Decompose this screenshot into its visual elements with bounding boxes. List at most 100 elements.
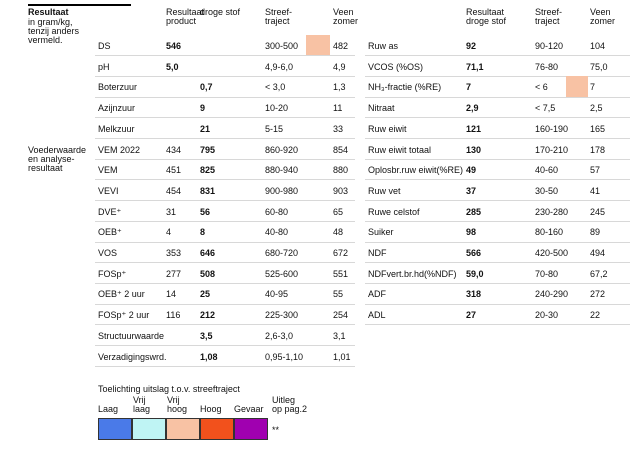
status-flag [566, 76, 588, 98]
target-range: 40-60 [535, 165, 559, 176]
row-divider [365, 179, 630, 181]
dry-matter-value: 121 [466, 123, 482, 134]
legend-swatch [98, 418, 132, 440]
row-divider [95, 324, 355, 326]
reference-value: 903 [333, 185, 349, 196]
target-range: < 6 [535, 82, 548, 93]
product-value: 116 [166, 310, 181, 321]
product-value: 434 [166, 144, 182, 155]
row-divider [365, 241, 630, 243]
row-label: DVE⁺ [98, 206, 122, 217]
target-range: 680-720 [265, 248, 299, 258]
legend-label: Hoog [200, 404, 222, 414]
target-range: 70-80 [535, 268, 559, 279]
target-range: < 3,0 [265, 82, 286, 93]
reference-value: 41 [590, 185, 601, 196]
product-value: 14 [166, 289, 177, 300]
row-label: Ruw vet [368, 185, 401, 196]
row-divider [95, 365, 355, 367]
row-divider [95, 262, 355, 264]
reference-value: 482 [333, 41, 349, 51]
reference-value: 254 [333, 310, 349, 321]
dry-matter-value: 566 [466, 248, 482, 258]
row-divider [95, 96, 355, 98]
target-range: 4,9-6,0 [265, 61, 294, 72]
legend-label: laag [133, 404, 151, 414]
dry-matter-value: 508 [200, 268, 216, 279]
product-value: 454 [166, 185, 182, 196]
row-divider [95, 158, 355, 160]
dry-matter-value: 49 [466, 165, 477, 176]
row-divider [95, 117, 355, 119]
dry-matter-value: 27 [466, 310, 477, 321]
header-title: Resultaat [28, 7, 69, 17]
row-label: DS [98, 41, 111, 51]
reference-value: 245 [590, 206, 606, 217]
target-range: 20-30 [535, 310, 559, 321]
dry-matter-value: 212 [200, 310, 216, 321]
row-divider [365, 262, 630, 264]
row-label: VEVI [98, 185, 119, 196]
target-range: 525-600 [265, 268, 299, 279]
reference-value: 880 [333, 165, 349, 176]
reference-value: 494 [590, 248, 606, 258]
row-divider [365, 158, 630, 160]
reference-value: 75,0 [590, 61, 608, 72]
row-divider [95, 179, 355, 181]
dry-matter-value: 0,7 [200, 82, 213, 93]
row-divider [365, 200, 630, 202]
row-divider [365, 324, 630, 326]
reference-value: 33 [333, 123, 344, 134]
dry-matter-value: 56 [200, 206, 211, 217]
dry-matter-value: 37 [466, 185, 477, 196]
column-header: zomer [590, 16, 616, 26]
header-subtitle: in gram/kg, [28, 17, 73, 27]
column-header: traject [265, 16, 290, 26]
target-range: 76-80 [535, 61, 559, 72]
column-header: product [166, 16, 197, 26]
row-divider [365, 303, 630, 305]
reference-value: 55 [333, 289, 344, 300]
dry-matter-value: 318 [466, 289, 482, 300]
row-label: OEB⁺ 2 uur [98, 289, 145, 300]
legend-title: Toelichting uitslag t.o.v. streeftraject [98, 384, 240, 394]
reference-value: 11 [333, 103, 343, 114]
target-range: 900-980 [265, 185, 299, 196]
row-label: NH₃-fractie (%RE) [368, 82, 442, 93]
row-label: Verzadigingswrd. [98, 351, 167, 362]
legend-label: Gevaar [234, 404, 264, 414]
row-label: Melkzuur [98, 123, 135, 134]
column-header: droge stof [200, 7, 241, 17]
row-label: OEB⁺ [98, 227, 122, 238]
header-subtitle: vermeld. [28, 35, 63, 45]
reference-value: 165 [590, 123, 606, 134]
target-range: 40-80 [265, 227, 289, 238]
row-divider [365, 96, 630, 98]
dry-matter-value: 646 [200, 248, 216, 258]
product-value: 277 [166, 268, 182, 279]
target-range: 40-95 [265, 289, 289, 300]
product-value: 451 [166, 165, 182, 176]
product-value: 353 [166, 248, 182, 258]
reference-value: 67,2 [590, 268, 608, 279]
row-label: Structuurwaarde [98, 330, 165, 341]
product-value: 31 [166, 206, 177, 217]
reference-value: 65 [333, 206, 344, 217]
legend-swatch [200, 418, 234, 440]
row-divider [95, 303, 355, 305]
target-range: 860-920 [265, 144, 299, 155]
target-range: 10-20 [265, 103, 289, 114]
reference-value: 672 [333, 248, 349, 258]
legend-swatch [132, 418, 166, 440]
row-label: Ruw as [368, 41, 399, 51]
column-header: zomer [333, 16, 359, 26]
row-label: NDFvert.br.hd(%NDF) [368, 268, 457, 279]
row-label: Boterzuur [98, 82, 138, 93]
header-rule [28, 4, 131, 6]
legend-explanation: op pag.2 [272, 404, 308, 414]
row-divider [95, 200, 355, 202]
legend-label: Vrij [167, 395, 180, 405]
row-divider [365, 220, 630, 222]
dry-matter-value: 795 [200, 144, 216, 155]
row-label: Azijnzuur [98, 103, 136, 114]
